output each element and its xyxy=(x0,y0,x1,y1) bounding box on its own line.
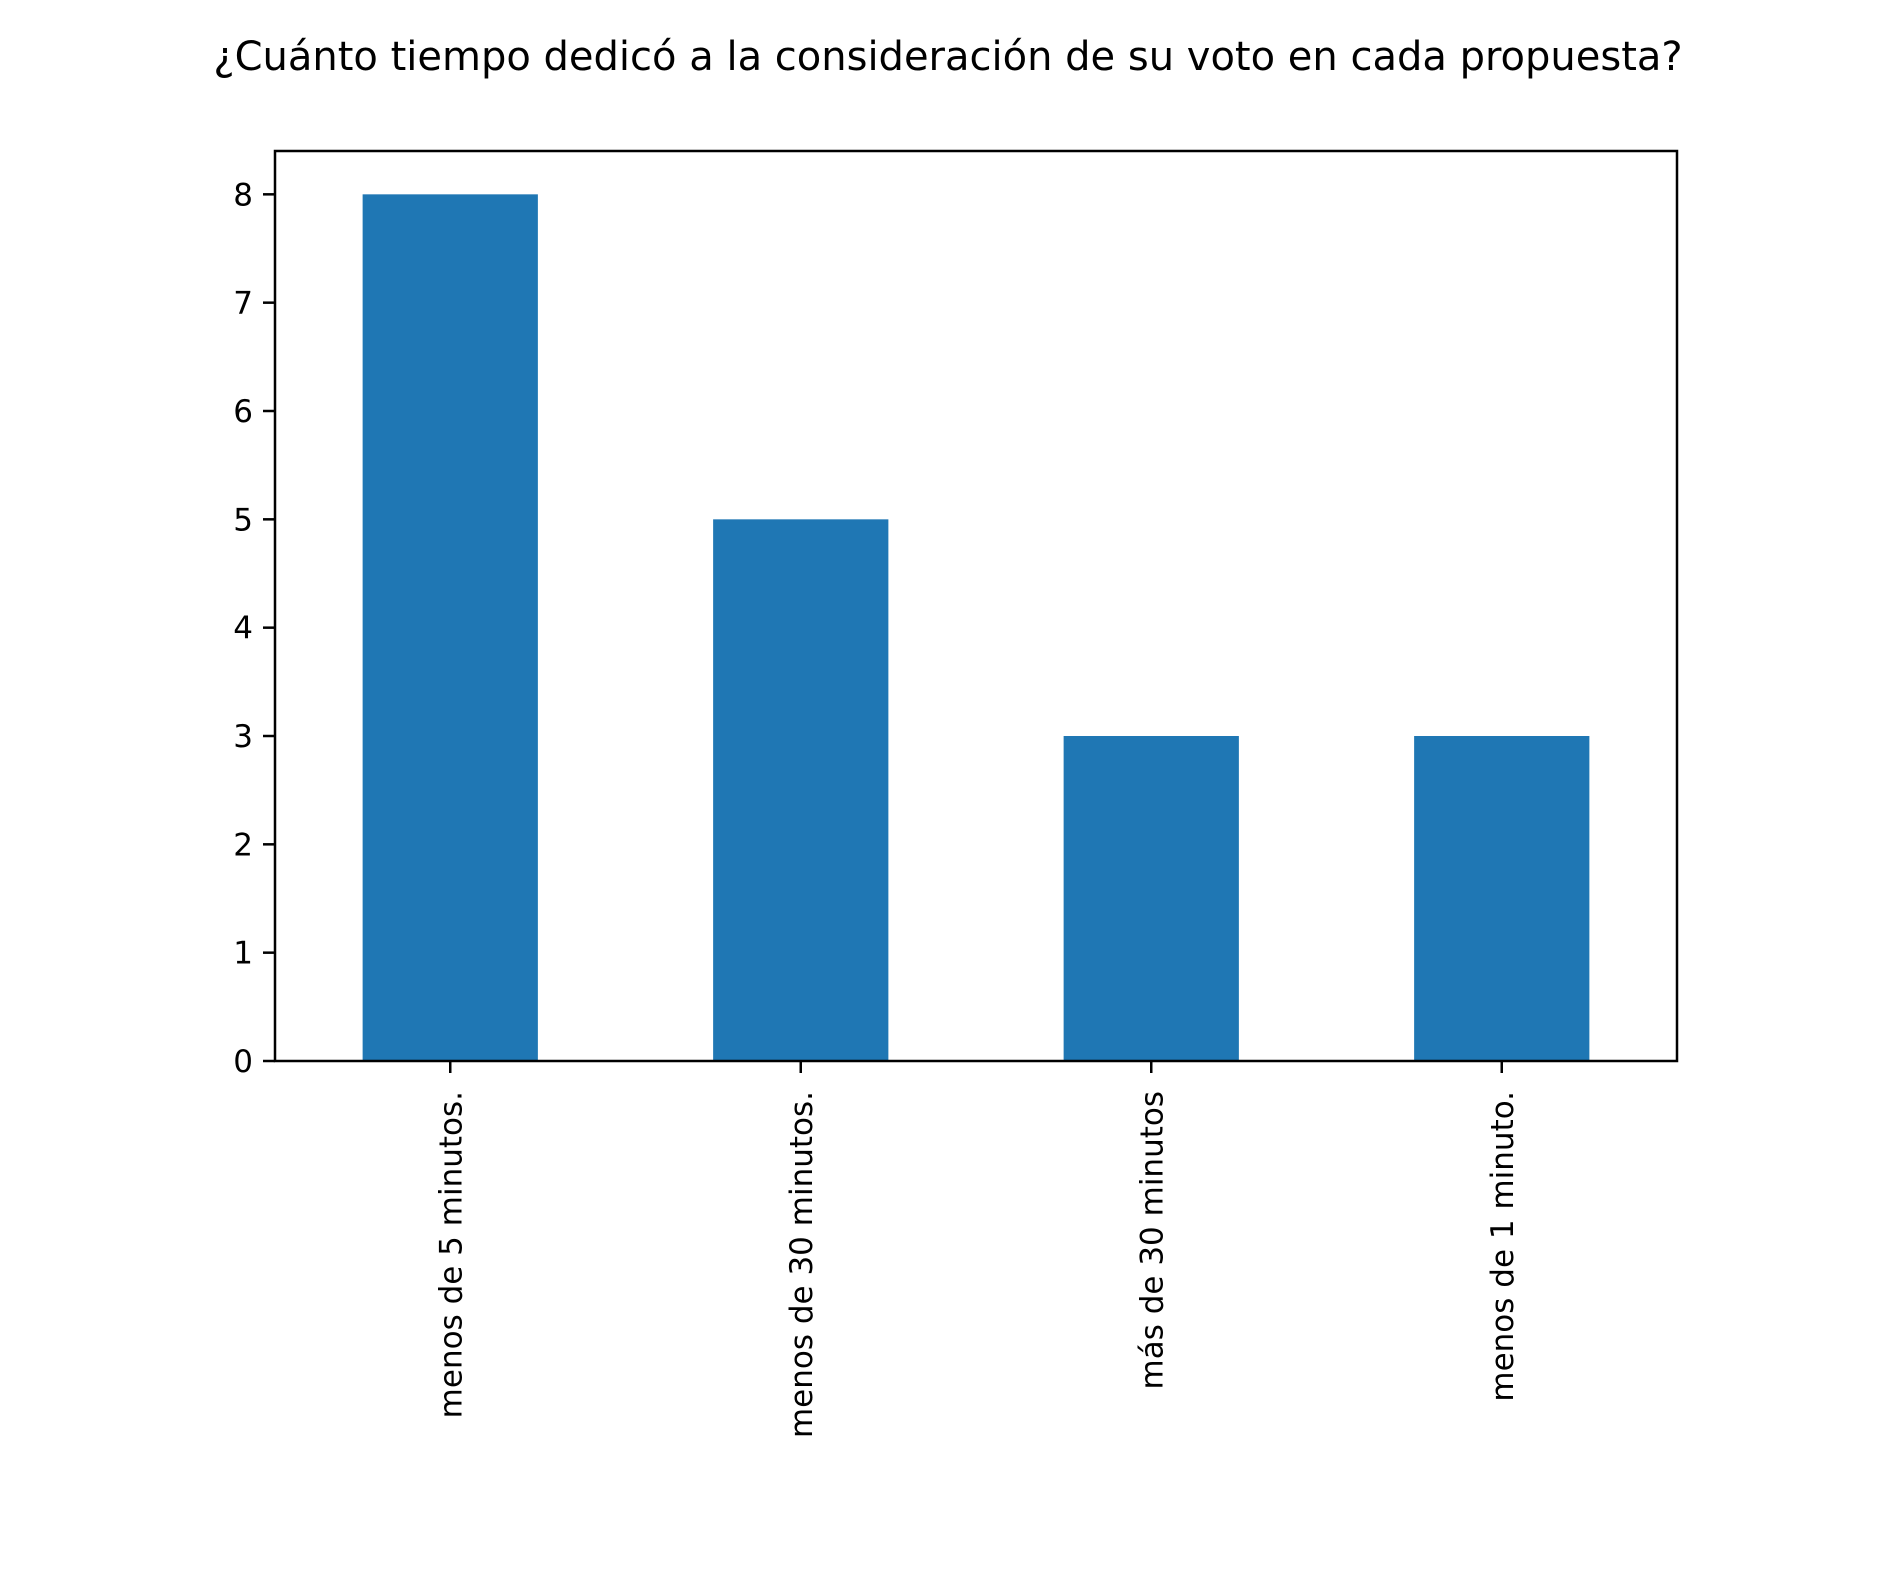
bars-group xyxy=(362,194,1590,1062)
y-tick-label-1: 1 xyxy=(233,936,253,972)
chart-title: ¿Cuánto tiempo dedicó a la consideración… xyxy=(213,34,1682,80)
y-tick-label-7: 7 xyxy=(233,286,253,322)
x-tick-label-3: menos de 1 minuto. xyxy=(1485,1091,1521,1402)
y-tick-label-3: 3 xyxy=(233,719,253,755)
y-tick-label-6: 6 xyxy=(233,394,253,430)
x-tick-label-0: menos de 5 minutos. xyxy=(433,1091,469,1418)
y-tick-label-2: 2 xyxy=(233,827,253,863)
bar-2 xyxy=(1063,736,1239,1061)
bar-0 xyxy=(362,194,538,1062)
bar-3 xyxy=(1414,736,1590,1061)
x-tick-label-1: menos de 30 minutos. xyxy=(784,1091,820,1438)
y-tick-label-4: 4 xyxy=(233,611,253,647)
y-tick-label-5: 5 xyxy=(233,502,253,538)
bar-1 xyxy=(713,519,889,1061)
y-tick-label-0: 0 xyxy=(233,1044,253,1080)
y-tick-label-8: 8 xyxy=(233,177,253,213)
y-axis: 0 1 2 3 4 5 6 7 8 xyxy=(233,177,275,1080)
x-axis: menos de 5 minutos. menos de 30 minutos. m… xyxy=(433,1061,1521,1438)
plot-frame xyxy=(273,149,1679,1063)
x-tick-label-2: más de 30 minutos xyxy=(1134,1091,1170,1389)
